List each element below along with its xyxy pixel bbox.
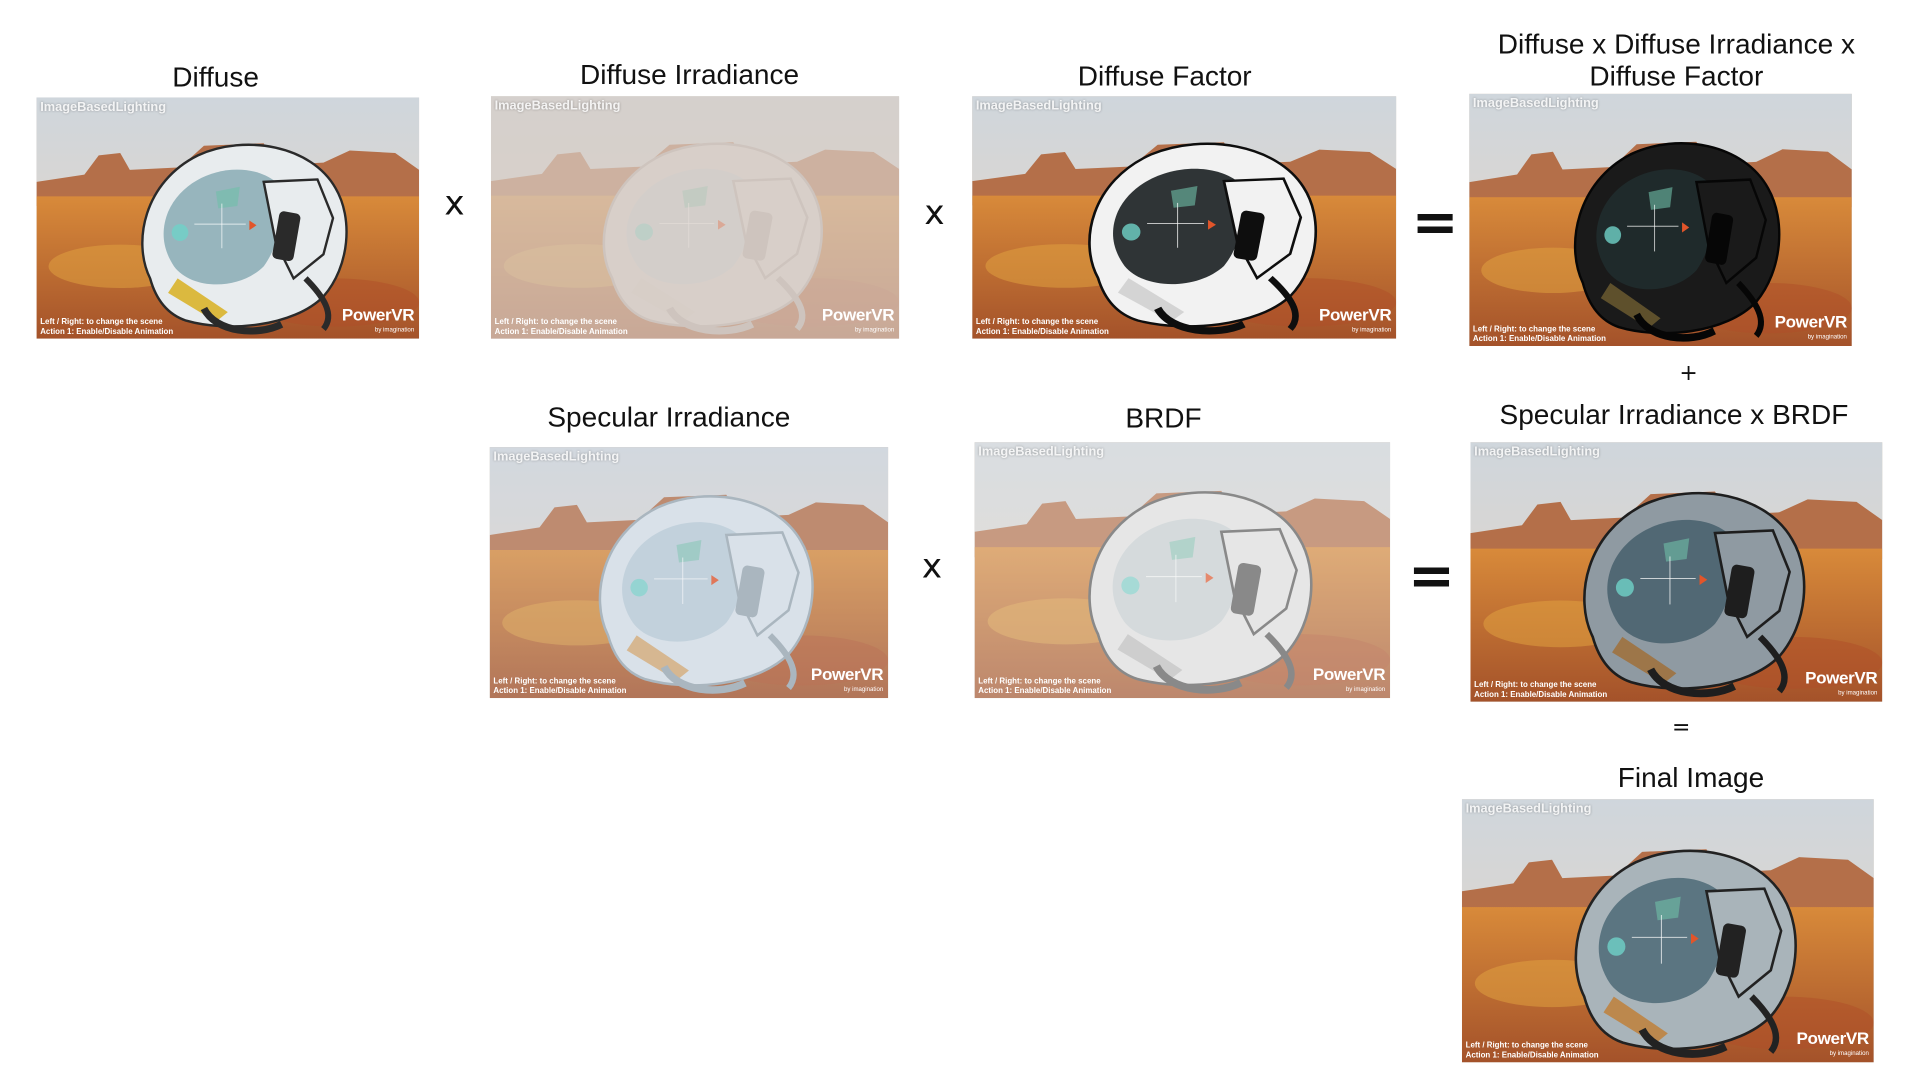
label-diffuse-factor: Diffuse Factor — [1077, 59, 1252, 92]
controls-hint: Left / Right: to change the scene Action … — [978, 677, 1111, 695]
desert-helmet-scene — [1461, 799, 1874, 1063]
desert-helmet-scene — [1469, 93, 1852, 346]
multiply-operator: x — [921, 545, 943, 587]
app-title: ImageBasedLighting — [975, 98, 1102, 114]
controls-hint: Left / Right: to change the scene Action … — [1466, 1042, 1599, 1060]
desert-helmet-scene — [489, 447, 889, 699]
multiply-operator: x — [444, 182, 465, 223]
powervr-logo-sub: by imagination — [1838, 689, 1878, 697]
powervr-logo-sub: by imagination — [1807, 333, 1847, 342]
hint-line-1: Left / Right: to change the scene — [975, 317, 1099, 327]
screenshot-diffuse-irradiance: ImageBasedLighting Left / Right: to chang… — [490, 96, 900, 339]
powervr-logo-sub: by imagination — [1352, 326, 1392, 334]
hint-line-2: Action 1: Enable/Disable Animation — [493, 686, 627, 696]
hint-line-1: Left / Right: to change the scene — [1474, 681, 1597, 690]
hint-line-1: Left / Right: to change the scene — [494, 317, 617, 327]
hint-line-1: Left / Right: to change the scene — [1465, 1041, 1588, 1051]
powervr-logo: PowerVR — [821, 304, 895, 325]
hint-line-2: Action 1: Enable/Disable Animation — [975, 327, 1109, 336]
equals-operator: = — [1408, 542, 1455, 608]
screenshot-specular-product: ImageBasedLighting Left / Right: to chang… — [1470, 442, 1883, 702]
irradiance-veil — [489, 447, 889, 699]
app-title: ImageBasedLighting — [493, 449, 620, 465]
label-specular-irradiance: Specular Irradiance — [547, 400, 791, 433]
powervr-logo-sub: by imagination — [1829, 1050, 1869, 1058]
controls-hint: Left / Right: to change the scene Action … — [495, 318, 628, 336]
plus-operator: + — [1679, 360, 1698, 387]
app-title: ImageBasedLighting — [1474, 444, 1600, 460]
controls-hint: Left / Right: to change the scene Action … — [1474, 681, 1607, 699]
screenshot-diffuse-factor: ImageBasedLighting Left / Right: to chang… — [972, 96, 1397, 339]
app-title: ImageBasedLighting — [1465, 801, 1592, 817]
screenshot-final-image: ImageBasedLighting Left / Right: to chang… — [1461, 799, 1874, 1063]
label-brdf: BRDF — [1125, 402, 1202, 434]
desert-helmet-scene — [974, 442, 1391, 699]
label-diffuse: Diffuse — [172, 60, 259, 93]
irradiance-veil — [490, 96, 900, 339]
label-diffuse-irradiance: Diffuse Irradiance — [580, 58, 800, 91]
hint-line-1: Left / Right: to change the scene — [978, 677, 1101, 686]
powervr-logo: PowerVR — [1805, 667, 1878, 688]
hint-line-2: Action 1: Enable/Disable Animation — [978, 686, 1112, 696]
hint-line-2: Action 1: Enable/Disable Animation — [1474, 690, 1608, 699]
powervr-logo-sub: by imagination — [374, 326, 415, 334]
desert-helmet-scene — [36, 97, 420, 339]
label-final-image: Final Image — [1617, 761, 1765, 794]
irradiance-veil — [974, 442, 1391, 699]
equals-operator-small: = — [1672, 715, 1691, 741]
equals-operator: = — [1411, 188, 1459, 255]
controls-hint: Left / Right: to change the scene Action … — [1473, 325, 1606, 343]
hint-line-2: Action 1: Enable/Disable Animation — [40, 327, 174, 336]
powervr-logo: PowerVR — [810, 663, 884, 684]
app-title: ImageBasedLighting — [494, 98, 621, 114]
hint-line-1: Left / Right: to change the scene — [493, 677, 616, 686]
hint-line-1: Left / Right: to change the scene — [1472, 325, 1596, 334]
powervr-logo: PowerVR — [1774, 311, 1848, 332]
powervr-logo: PowerVR — [1796, 1028, 1870, 1048]
screenshot-specular-irradiance: ImageBasedLighting Left / Right: to chang… — [489, 447, 889, 699]
powervr-logo-sub: by imagination — [843, 685, 884, 694]
multiply-operator: x — [924, 192, 945, 233]
controls-hint: Left / Right: to change the scene Action … — [976, 318, 1109, 336]
powervr-logo: PowerVR — [341, 304, 415, 325]
app-title: ImageBasedLighting — [978, 444, 1105, 460]
screenshot-diffuse-product: ImageBasedLighting Left / Right: to chang… — [1469, 93, 1852, 346]
desert-helmet-scene — [972, 96, 1397, 339]
controls-hint: Left / Right: to change the scene Action … — [493, 677, 626, 695]
hint-line-2: Action 1: Enable/Disable Animation — [494, 327, 628, 336]
hint-line-1: Left / Right: to change the scene — [40, 317, 163, 327]
app-title: ImageBasedLighting — [40, 99, 167, 115]
label-diffuse-product: Diffuse x Diffuse Irradiance x Diffuse F… — [1497, 28, 1855, 92]
powervr-logo-sub: by imagination — [854, 326, 895, 334]
hint-line-2: Action 1: Enable/Disable Animation — [1472, 334, 1606, 343]
powervr-logo-sub: by imagination — [1345, 685, 1386, 694]
hint-line-2: Action 1: Enable/Disable Animation — [1465, 1050, 1599, 1060]
powervr-logo: PowerVR — [1318, 304, 1392, 325]
controls-hint: Left / Right: to change the scene Action … — [40, 318, 173, 336]
powervr-logo: PowerVR — [1312, 663, 1386, 684]
app-title: ImageBasedLighting — [1472, 96, 1599, 111]
screenshot-diffuse: ImageBasedLighting Left / Right: to chang… — [36, 97, 420, 339]
desert-helmet-scene — [1470, 442, 1883, 702]
screenshot-brdf: ImageBasedLighting Left / Right: to chang… — [974, 442, 1391, 699]
label-specular-product: Specular Irradiance x BRDF — [1499, 398, 1849, 431]
